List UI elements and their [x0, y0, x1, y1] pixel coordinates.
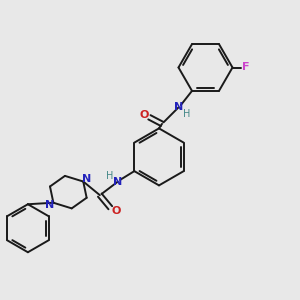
Text: H: H — [183, 109, 190, 119]
Text: N: N — [174, 102, 183, 112]
Text: O: O — [111, 206, 120, 216]
Text: N: N — [113, 177, 122, 187]
Text: O: O — [139, 110, 149, 120]
Text: H: H — [106, 171, 113, 181]
Text: N: N — [82, 174, 92, 184]
Text: F: F — [242, 62, 250, 73]
Text: N: N — [45, 200, 54, 210]
